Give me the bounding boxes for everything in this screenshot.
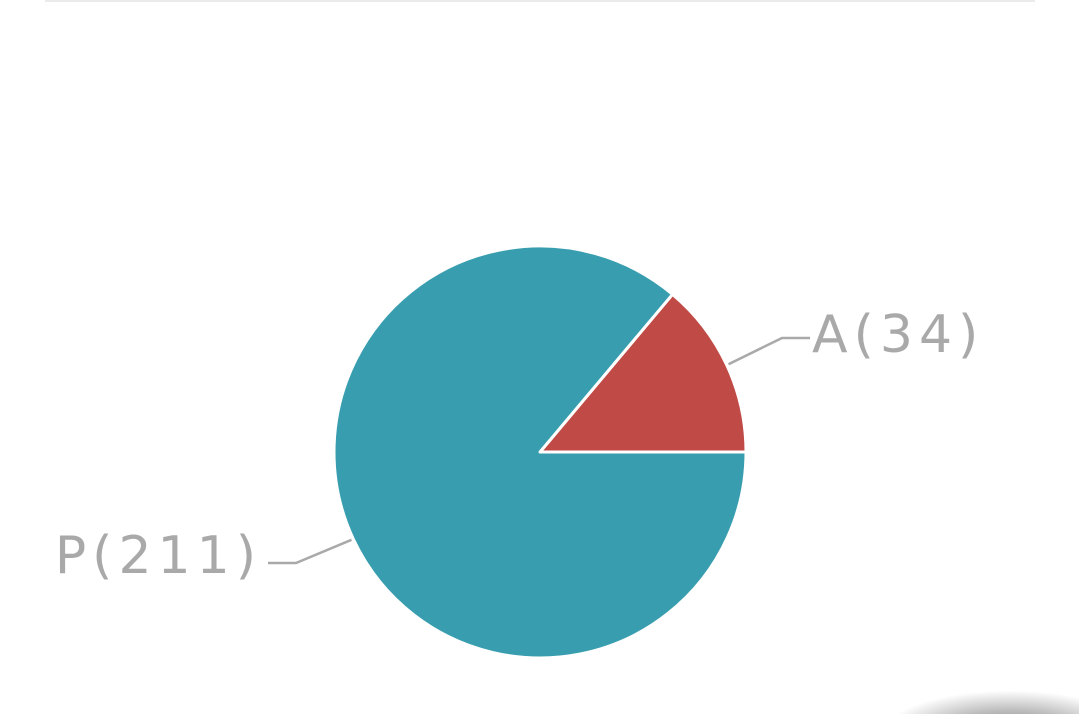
pie-slice-a bbox=[538, 292, 748, 454]
pie-slice-p bbox=[332, 244, 748, 660]
leader-line-p bbox=[268, 538, 352, 565]
leader-line-a bbox=[727, 336, 810, 366]
slice-label-a: A(34) bbox=[812, 305, 984, 365]
slice-label-p: P(211) bbox=[55, 526, 262, 586]
top-divider bbox=[45, 0, 1035, 2]
